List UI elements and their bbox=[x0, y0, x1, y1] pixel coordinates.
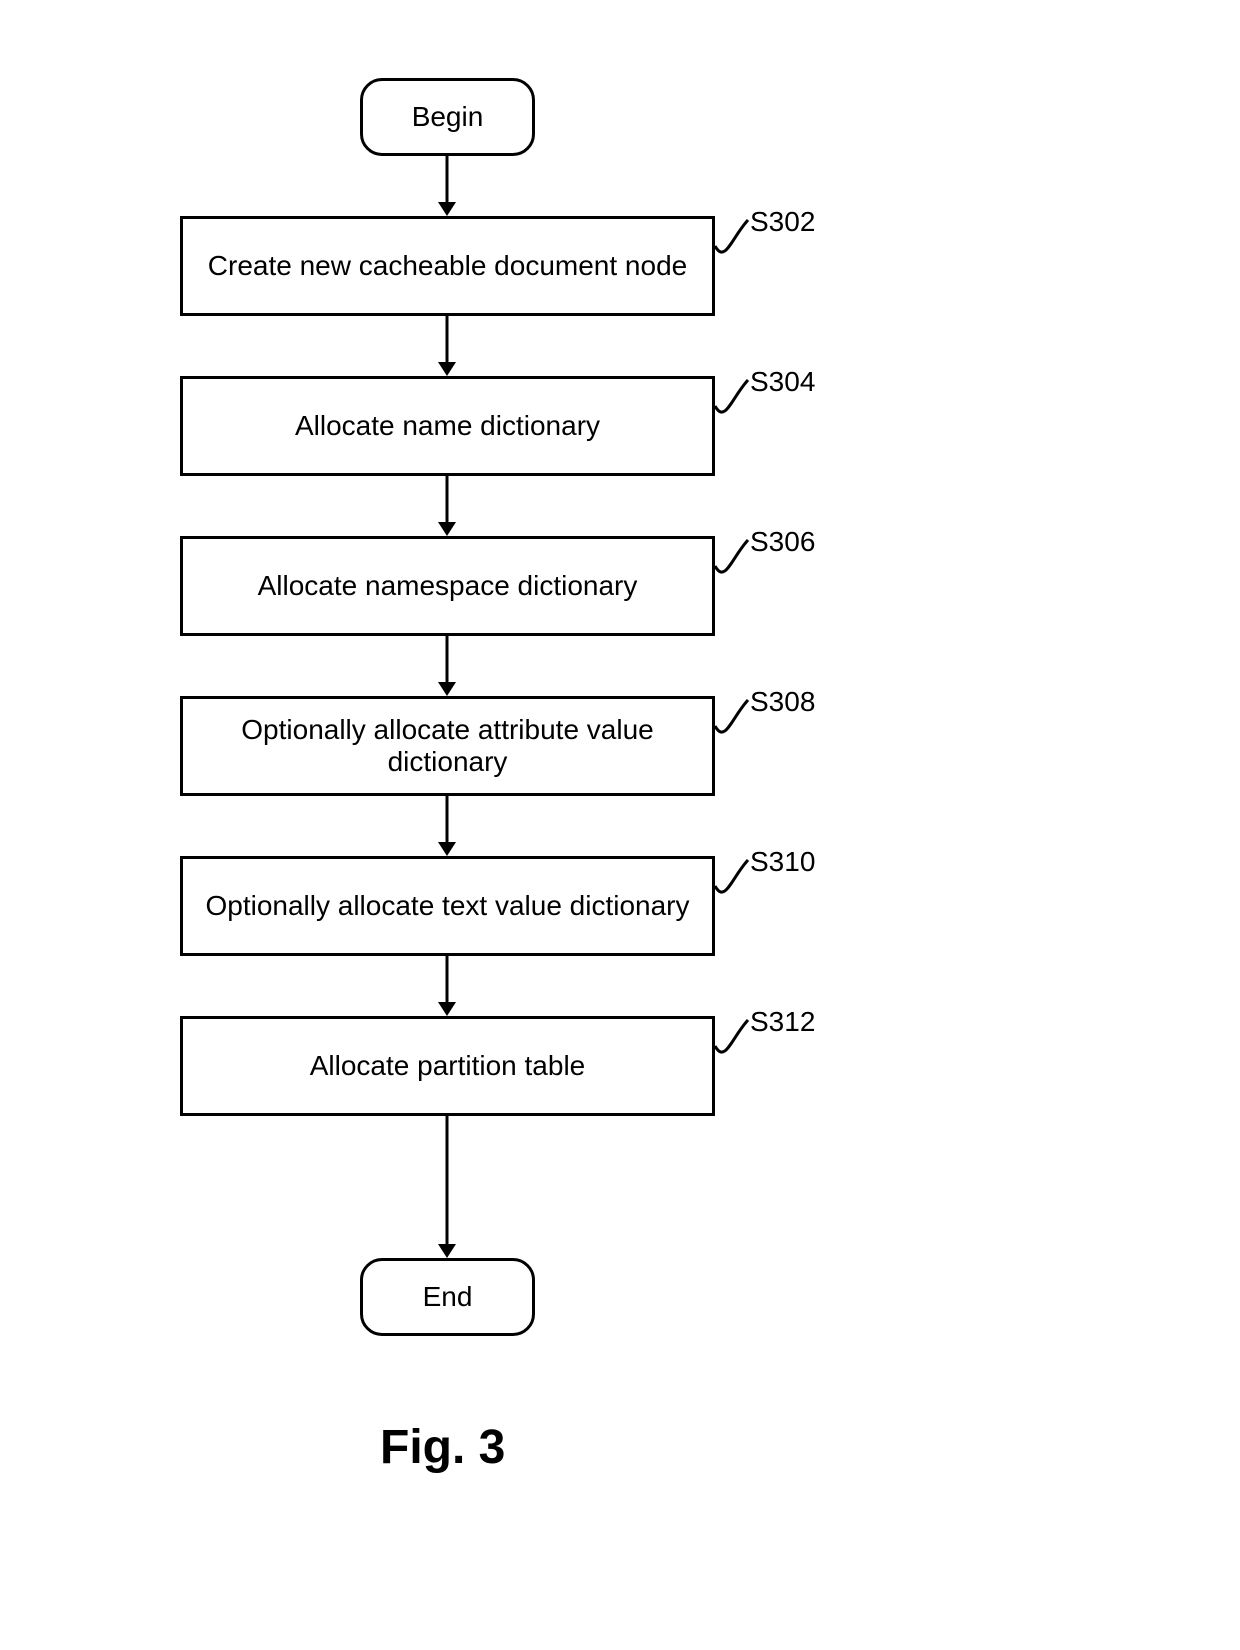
figure-caption: Fig. 3 bbox=[380, 1420, 505, 1475]
flowchart-canvas: BeginEndCreate new cacheable document no… bbox=[0, 0, 1240, 1650]
connector-6 bbox=[0, 0, 1240, 1650]
